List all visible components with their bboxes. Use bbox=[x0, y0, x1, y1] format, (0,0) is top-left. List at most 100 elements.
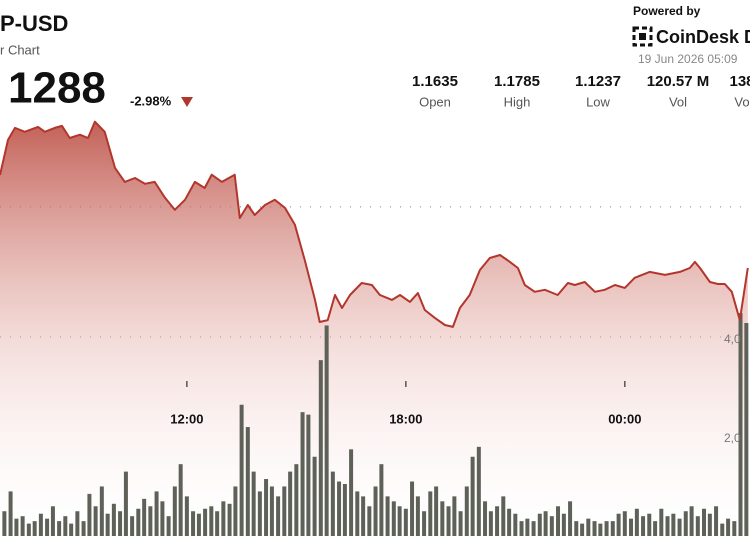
volume-bar bbox=[470, 456, 475, 536]
volume-bar bbox=[616, 513, 621, 536]
volume-bar bbox=[671, 513, 676, 536]
volume-bar bbox=[38, 513, 43, 536]
volume-bar bbox=[184, 496, 189, 536]
volume-bar bbox=[549, 516, 554, 536]
stat-label: High bbox=[504, 94, 531, 109]
volume-bar bbox=[604, 521, 609, 536]
volume-bar bbox=[665, 516, 670, 536]
volume-bar bbox=[495, 506, 500, 536]
volume-bar bbox=[683, 511, 688, 536]
volume-bar bbox=[525, 518, 530, 536]
volume-bar bbox=[330, 471, 335, 536]
volume-bar bbox=[440, 501, 445, 536]
volume-bar bbox=[476, 446, 481, 536]
volume-bar bbox=[519, 521, 524, 536]
volume-bar bbox=[111, 503, 116, 536]
volume-bar bbox=[215, 511, 220, 536]
volume-bar bbox=[196, 513, 201, 536]
volume-bar bbox=[714, 506, 719, 536]
symbol: P-USD bbox=[0, 11, 68, 36]
volume-bar bbox=[373, 486, 378, 536]
change: -2.98% bbox=[130, 93, 172, 108]
volume-bar bbox=[641, 516, 646, 536]
volume-bar bbox=[349, 449, 354, 536]
volume-bar bbox=[531, 521, 536, 536]
volume-bar bbox=[428, 491, 433, 536]
volume-bar bbox=[422, 511, 427, 536]
volume-bar bbox=[160, 501, 165, 536]
x-tick-label: 12:00 bbox=[170, 411, 203, 426]
volume-bar bbox=[269, 486, 274, 536]
volume-bar bbox=[75, 511, 80, 536]
volume-bar bbox=[14, 518, 19, 536]
volume-bar bbox=[720, 523, 725, 536]
timestamp: 19 Jun 2026 05:09 bbox=[638, 52, 738, 66]
volume-bar bbox=[610, 521, 615, 536]
volume-bar bbox=[556, 506, 561, 536]
volume-bar bbox=[45, 518, 50, 536]
volume-bar bbox=[172, 486, 177, 536]
stat-value: 1.1237 bbox=[575, 73, 621, 90]
volume-bar bbox=[361, 496, 366, 536]
volume-bar bbox=[154, 491, 159, 536]
volume-bar bbox=[574, 521, 579, 536]
volume-bar bbox=[355, 491, 360, 536]
volume-bar bbox=[227, 503, 232, 536]
volume-bar bbox=[379, 464, 384, 536]
volume-bar bbox=[318, 360, 323, 536]
volume-bar bbox=[2, 511, 7, 536]
volume-bar bbox=[464, 486, 469, 536]
volume-bar bbox=[501, 496, 506, 536]
volume-bar bbox=[105, 513, 110, 536]
volume-bar bbox=[598, 523, 603, 536]
volume-bar bbox=[483, 501, 488, 536]
price-line bbox=[0, 120, 749, 328]
stat-value: 1.1785 bbox=[494, 73, 540, 90]
volume-bar bbox=[26, 523, 31, 536]
volume-bar bbox=[191, 511, 196, 536]
volume-bar bbox=[257, 491, 262, 536]
volume-bar bbox=[367, 506, 372, 536]
volume-bar bbox=[513, 513, 518, 536]
volume-bar bbox=[264, 479, 269, 536]
stat-label: Open bbox=[419, 94, 451, 109]
volume-bar bbox=[123, 471, 128, 536]
subtitle: r Chart bbox=[0, 42, 40, 57]
volume-bar bbox=[410, 481, 415, 536]
volume-bar bbox=[221, 501, 226, 536]
volume-bar bbox=[233, 486, 238, 536]
volume-bar bbox=[458, 511, 463, 536]
volume-bar bbox=[69, 523, 74, 536]
volume-bar bbox=[239, 404, 244, 536]
volume-bar bbox=[337, 481, 342, 536]
stat-value: 120.57 M bbox=[647, 73, 710, 90]
volume-bar bbox=[136, 508, 141, 536]
volume-bar bbox=[93, 506, 98, 536]
brand-icon bbox=[632, 26, 653, 47]
volume-bar bbox=[695, 516, 700, 536]
volume-bar bbox=[312, 456, 317, 536]
x-tick-label: 00:00 bbox=[608, 411, 641, 426]
volume-bar bbox=[732, 521, 737, 536]
volume-bar bbox=[446, 506, 451, 536]
volume-bar bbox=[586, 518, 591, 536]
volume-bar bbox=[537, 513, 542, 536]
volume-bar bbox=[385, 496, 390, 536]
volume-bar bbox=[32, 521, 37, 536]
volume-bar bbox=[8, 491, 13, 536]
line bbox=[0, 120, 749, 328]
volume-bar bbox=[634, 508, 639, 536]
volume-bar bbox=[178, 464, 183, 536]
volume-bar bbox=[397, 506, 402, 536]
volume-bar bbox=[434, 486, 439, 536]
volume-bar bbox=[288, 471, 293, 536]
stat-label: Vo bbox=[734, 94, 749, 109]
volume-bar bbox=[738, 313, 743, 536]
volume-bar bbox=[507, 508, 512, 536]
volume-bar bbox=[702, 508, 707, 536]
volume-bar bbox=[50, 506, 55, 536]
volume-bar bbox=[391, 501, 396, 536]
volume-bar bbox=[561, 513, 566, 536]
